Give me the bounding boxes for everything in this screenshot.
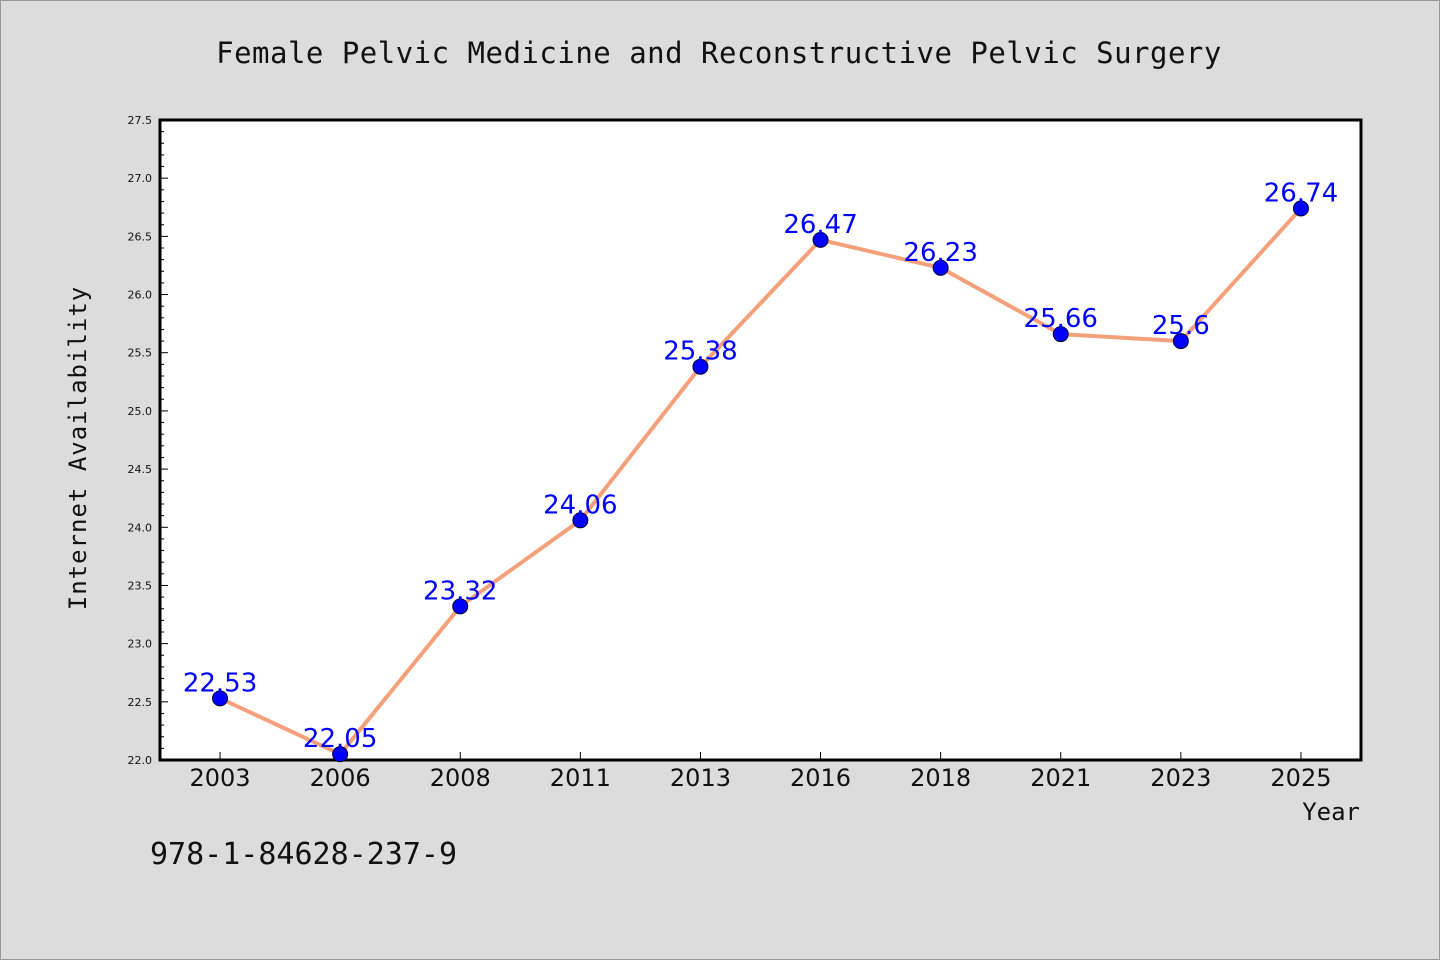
y-axis: 22.0 22.5 23.0 23.5 24.0 24.5 25.0 25.5 26.0 26.5…	[128, 114, 168, 767]
data-point	[1172, 333, 1189, 350]
data-label: 22.05	[303, 724, 377, 754]
data-label: 23.32	[423, 576, 497, 606]
y-tick-label: 24.0	[128, 521, 153, 534]
data-label: 25.38	[663, 337, 737, 367]
y-tick-label: 25.5	[128, 347, 153, 360]
data-labels: 22.53 22.05 23.32 24.06 25.38 26.47 26.23 25.66…	[183, 178, 1338, 754]
data-point	[1292, 200, 1309, 217]
x-tick-label: 2025	[1270, 764, 1331, 792]
x-tick-label: 2006	[310, 764, 371, 792]
y-tick-label: 23.0	[128, 638, 153, 651]
x-tick-label: 2016	[790, 764, 851, 792]
x-tick-label: 2018	[910, 764, 971, 792]
series-line-group	[212, 200, 1309, 763]
data-point	[452, 598, 469, 615]
y-tick-label: 27.0	[128, 172, 153, 185]
data-label: 26.74	[1264, 178, 1338, 208]
data-label: 26.23	[903, 238, 977, 268]
data-point	[812, 231, 829, 248]
data-point	[572, 512, 589, 529]
y-tick-label: 24.5	[128, 463, 153, 476]
data-point	[212, 690, 229, 707]
data-point	[692, 358, 709, 375]
data-label: 24.06	[543, 490, 617, 520]
x-tick-label: 2011	[550, 764, 611, 792]
x-tick-label: 2013	[670, 764, 731, 792]
x-tick-label: 2003	[190, 764, 251, 792]
data-point	[932, 259, 949, 276]
y-tick-label: 27.5	[128, 114, 153, 127]
y-axis-label: Internet Availability	[64, 286, 92, 610]
data-label: 26.47	[783, 210, 857, 240]
y-tick-label: 22.5	[128, 696, 153, 709]
data-label: 22.53	[183, 668, 257, 698]
x-tick-label: 2023	[1150, 764, 1211, 792]
y-tick-label: 25.0	[128, 405, 153, 418]
x-tick-label: 2021	[1030, 764, 1091, 792]
data-point	[1052, 326, 1069, 343]
y-tick-label: 23.5	[128, 579, 153, 592]
x-tick-label: 2008	[430, 764, 491, 792]
chart-title: Female Pelvic Medicine and Reconstructiv…	[216, 36, 1222, 70]
y-tick-label: 26.0	[128, 289, 153, 302]
isbn-footnote: 978-1-84628-237-9	[150, 837, 457, 872]
series-line	[219, 207, 1303, 757]
data-point	[332, 746, 349, 763]
y-tick-label: 22.0	[128, 754, 153, 767]
plot-area	[158, 118, 1363, 762]
data-label: 25.66	[1024, 304, 1098, 334]
data-label: 25.6	[1152, 311, 1210, 341]
y-tick-label: 26.5	[128, 230, 153, 243]
x-axis-label: Year	[1302, 798, 1360, 826]
x-axis: 2003 2006 2008 2011 2013 2016 2018 2021 2023 2025	[190, 752, 1331, 792]
